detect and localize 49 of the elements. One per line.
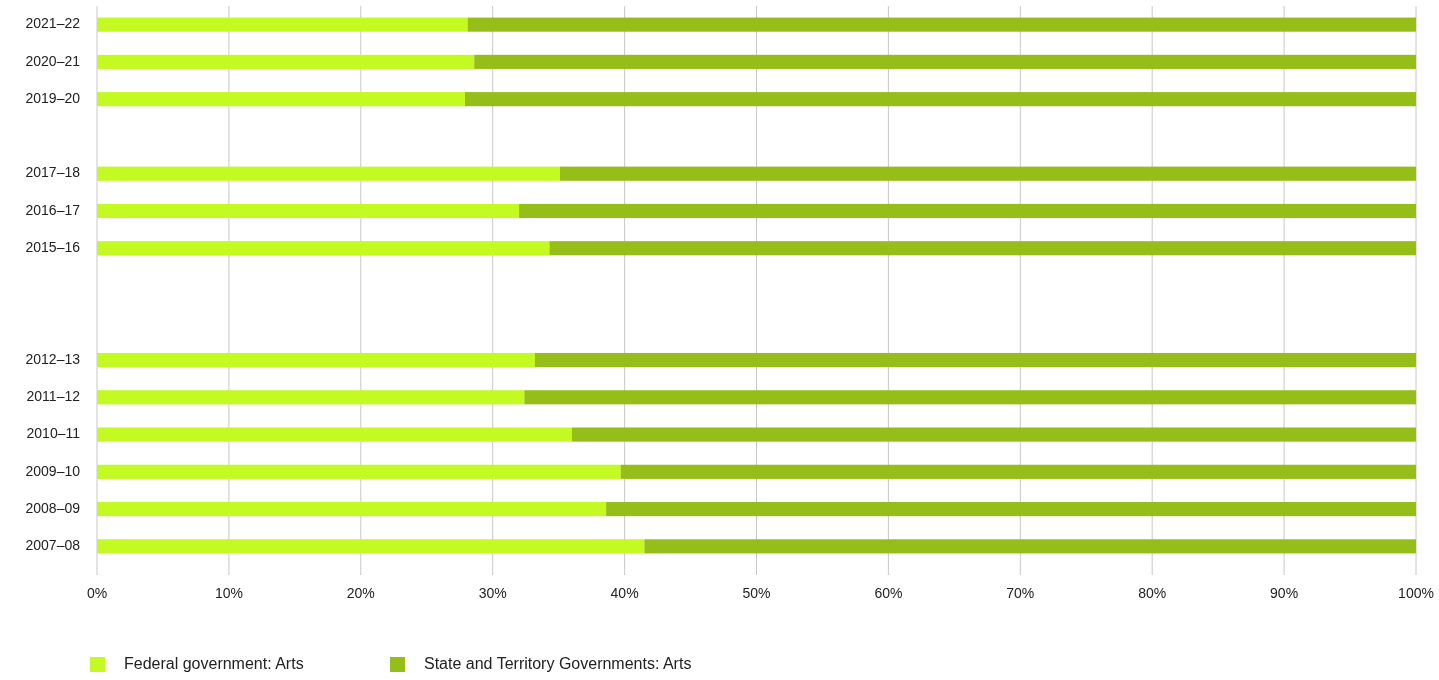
bar [97, 502, 607, 517]
y-tick-label: 2010–11 [26, 425, 81, 442]
y-tick-label: 2020–21 [25, 52, 81, 69]
bar [97, 203, 520, 219]
x-tick-label: 70% [1006, 585, 1035, 601]
bar [644, 539, 1416, 554]
x-tick-label: 80% [1138, 585, 1167, 601]
y-tick-label: 2015–16 [25, 238, 81, 255]
x-tick-label: 50% [742, 585, 771, 601]
bar [97, 17, 468, 32]
bar [97, 241, 550, 256]
y-tick-label: 2019–20 [25, 89, 81, 106]
x-tick-label: 0% [86, 585, 108, 601]
bar [465, 92, 1416, 107]
bar [620, 464, 1416, 479]
bar [97, 390, 525, 405]
x-tick-label: 90% [1270, 585, 1299, 601]
y-tick-label: 2008–09 [25, 499, 81, 516]
y-tick-label: 2016–17 [25, 201, 81, 218]
bar [97, 352, 535, 368]
bar [97, 54, 475, 69]
x-tick-label: 40% [610, 585, 639, 601]
bar [571, 427, 1416, 442]
bar [519, 203, 1416, 219]
x-tick-label: 10% [214, 585, 243, 601]
bar [474, 54, 1416, 69]
bar [97, 166, 560, 181]
bar [97, 464, 621, 479]
bar [559, 166, 1416, 181]
x-tick-label: 60% [874, 585, 903, 601]
legend-label: Federal government: Arts [124, 655, 304, 673]
bar [97, 427, 572, 442]
y-tick-label: 2009–10 [25, 462, 81, 479]
x-tick-label: 20% [346, 585, 375, 601]
bar [524, 390, 1416, 405]
y-tick-label: 2007–08 [25, 537, 81, 554]
bar [549, 241, 1416, 256]
bar [606, 502, 1416, 517]
bar [97, 539, 645, 554]
y-tick-label: 2017–18 [25, 164, 81, 181]
bar [467, 17, 1416, 32]
x-tick-label: 100% [1398, 585, 1434, 601]
y-tick-label: 2011–12 [26, 388, 81, 404]
bar [97, 92, 465, 107]
y-tick-label: 2012–13 [25, 350, 81, 367]
x-tick-label: 30% [478, 585, 507, 601]
y-tick-label: 2021–22 [25, 15, 81, 32]
bar [534, 352, 1416, 368]
legend-label: State and Territory Governments: Arts [424, 655, 692, 673]
